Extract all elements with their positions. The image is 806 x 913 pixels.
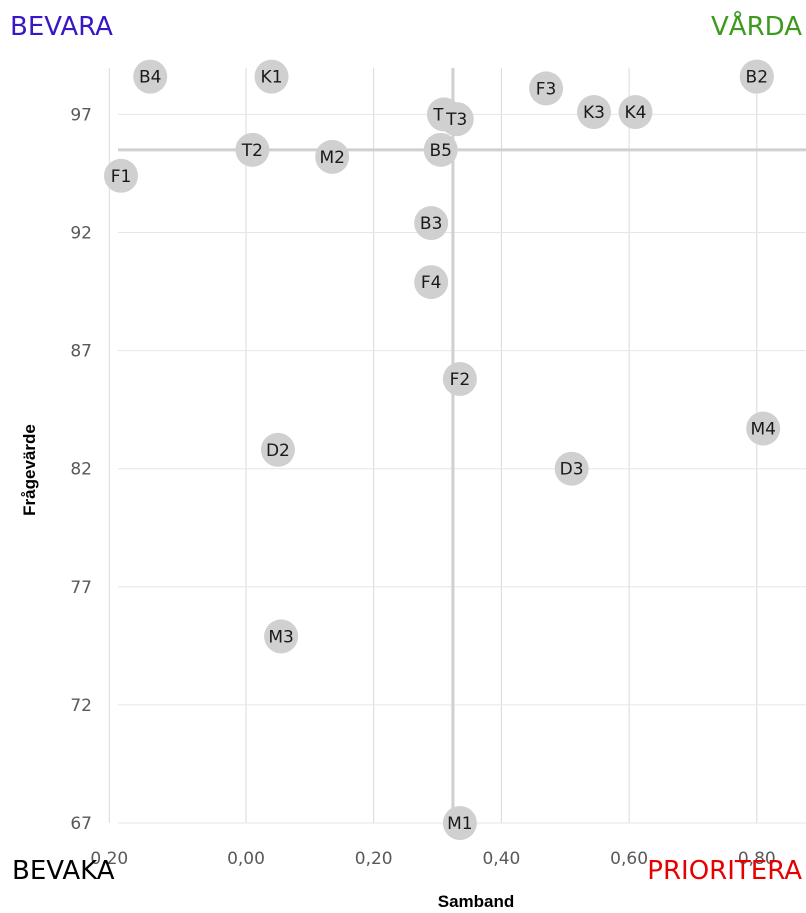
- data-point-label: T3: [445, 110, 467, 130]
- data-point-label: M2: [319, 148, 344, 168]
- data-point-k4: K4: [618, 95, 653, 130]
- quadrant-label-bevara: BEVARA: [10, 12, 113, 42]
- data-point-label: D3: [560, 460, 584, 480]
- data-point-f3: F3: [529, 71, 564, 106]
- data-point-m4: M4: [746, 411, 781, 446]
- data-point-b5: B5: [423, 132, 458, 167]
- data-point-marker: [746, 411, 781, 446]
- y-tick-label: 87: [70, 342, 92, 362]
- data-point-t3: T3: [439, 102, 474, 137]
- data-point-d3: D3: [554, 451, 589, 486]
- data-point-m2: M2: [315, 139, 350, 174]
- x-tick-label: 0,20: [355, 849, 393, 869]
- data-point-label: K1: [261, 68, 283, 88]
- data-point-f2: F2: [442, 361, 477, 396]
- y-tick-label: 77: [70, 578, 92, 598]
- x-tick-label: 0,40: [482, 849, 520, 869]
- x-tick-label: 0,00: [227, 849, 265, 869]
- y-tick-label: 97: [70, 105, 92, 125]
- data-point-k3: K3: [576, 95, 611, 130]
- data-point-label: D2: [266, 441, 290, 461]
- data-point-label: M1: [447, 814, 472, 834]
- data-point-label: T2: [241, 141, 263, 161]
- data-point-t2: T2: [235, 132, 270, 167]
- data-point-b3: B3: [414, 206, 449, 241]
- data-point-label: B4: [139, 68, 161, 88]
- data-point-marker: [439, 102, 474, 137]
- data-point-marker: [133, 59, 168, 94]
- data-point-marker: [260, 432, 295, 467]
- x-tick-label: 0,60: [610, 849, 648, 869]
- data-point-label: B5: [430, 141, 452, 161]
- data-point-marker: [315, 139, 350, 174]
- data-point-marker: [423, 132, 458, 167]
- data-point-label: M4: [750, 420, 775, 440]
- y-tick-label: 82: [70, 460, 92, 480]
- data-point-b4: B4: [133, 59, 168, 94]
- data-point-label: B2: [746, 68, 768, 88]
- data-point-label: F2: [450, 370, 471, 390]
- data-point-marker: [442, 361, 477, 396]
- data-point-marker: [576, 95, 611, 130]
- data-point-marker: [442, 806, 477, 840]
- data-point-marker: [529, 71, 564, 106]
- data-point-label: M3: [268, 627, 293, 647]
- data-point-label: B3: [420, 214, 442, 234]
- y-tick-label: 92: [70, 224, 92, 244]
- quadrant-label-bevaka: BEVAKA: [12, 856, 115, 886]
- y-axis-title: Frågevärde: [20, 424, 39, 516]
- x-axis-title: Samband: [438, 892, 515, 911]
- data-point-m3: M3: [264, 619, 299, 654]
- data-point-marker: [264, 619, 299, 654]
- data-point-d2: D2: [260, 432, 295, 467]
- data-point-label: K3: [583, 103, 605, 123]
- data-point-label: F4: [421, 273, 442, 293]
- data-point-marker: [554, 451, 589, 486]
- reference-lines: [118, 68, 806, 823]
- gridlines: [108, 68, 806, 824]
- axis-ticks: 67 72 77 82 87 92 97 0,20 0,00 0,20 0,40 0,60 0,80: [70, 105, 775, 869]
- data-points: B4K1F3B1B2T1T3K3K4T2M2B5F1B3F4F2M4D2D3M3…: [104, 59, 781, 840]
- quadrant-label-varda: VÅRDA: [711, 12, 802, 42]
- data-point-label: F1: [111, 167, 132, 187]
- data-point-k1: K1: [254, 59, 289, 94]
- data-point-marker: [618, 95, 653, 130]
- x-tick-label: 0,80: [738, 849, 776, 869]
- quadrant-label-prioritera: PRIORITERA: [647, 856, 802, 886]
- data-point-marker: [739, 59, 774, 94]
- data-point-m1: M1: [442, 806, 477, 840]
- data-point-f1: F1: [104, 158, 138, 193]
- y-tick-label: 67: [70, 814, 92, 834]
- data-point-label: K4: [625, 103, 647, 123]
- data-point-marker: [235, 132, 270, 167]
- x-tick-label: 0,20: [90, 849, 128, 869]
- data-point-f4: F4: [414, 265, 449, 300]
- data-point-marker: [414, 206, 449, 241]
- y-tick-label: 72: [70, 696, 92, 716]
- data-point-marker: [254, 59, 289, 94]
- data-point-label: F3: [536, 79, 557, 99]
- data-point-b2: B2: [739, 59, 774, 94]
- data-point-marker: [104, 158, 138, 193]
- data-point-marker: [414, 265, 449, 300]
